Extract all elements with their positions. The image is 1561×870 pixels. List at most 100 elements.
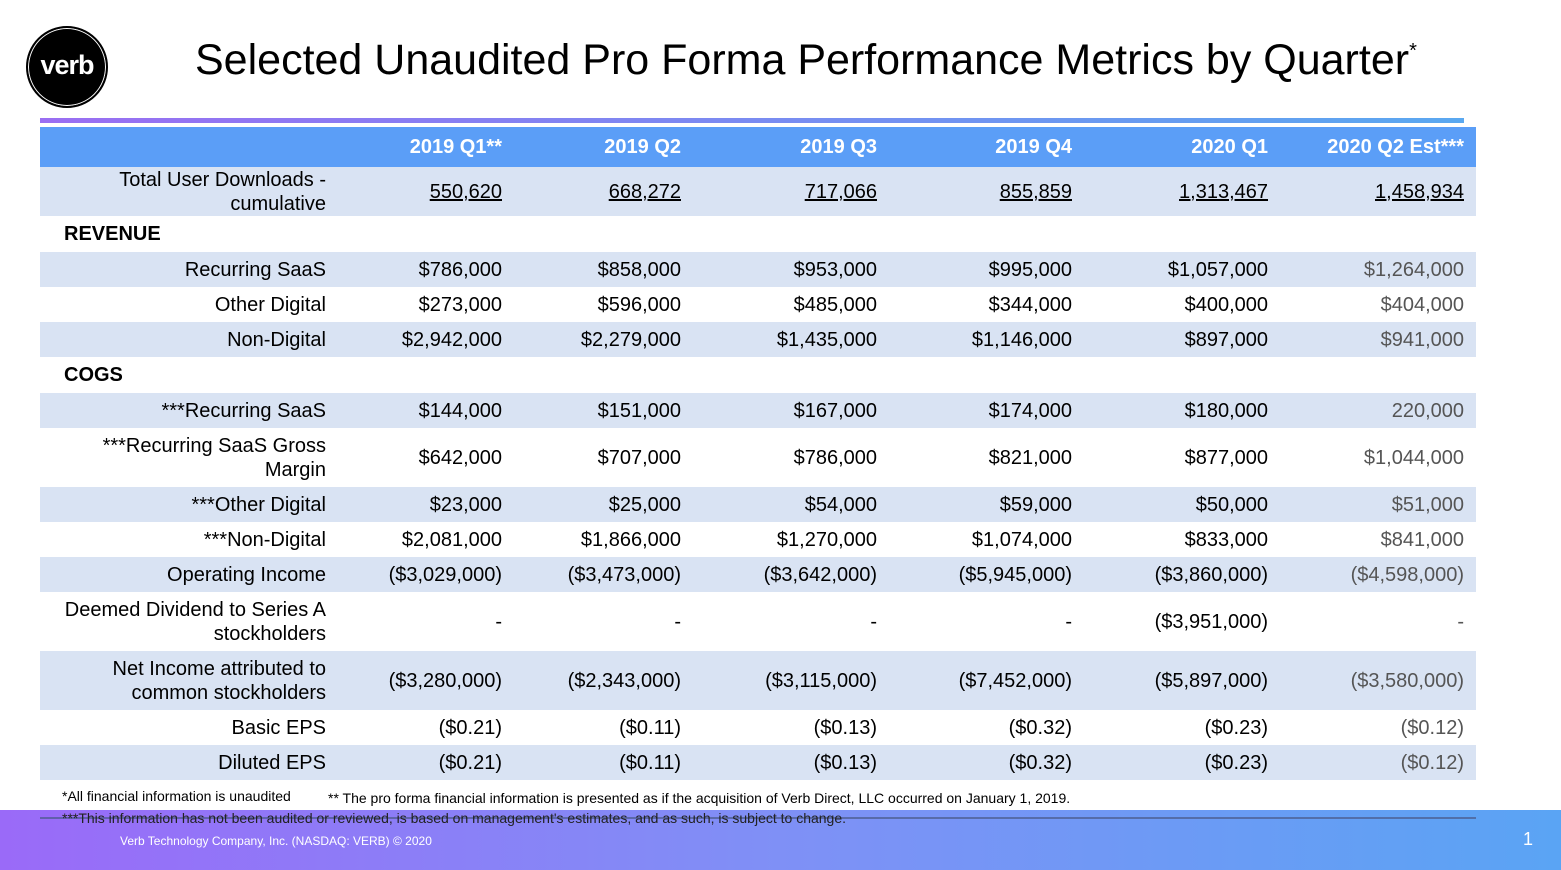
cell-value: $59,000 bbox=[889, 487, 1084, 522]
table-row: Non-Digital $2,942,000 $2,279,000 $1,435,00… bbox=[40, 322, 1476, 357]
cell-value: $786,000 bbox=[793, 446, 877, 469]
table-row: Other Digital $273,000 $596,000 $485,000 $34… bbox=[40, 287, 1476, 322]
cell-value: ($5,897,000) bbox=[1084, 651, 1280, 710]
cell-value: $23,000 bbox=[340, 487, 514, 522]
cell-value: ($2,343,000) bbox=[514, 651, 693, 710]
title-footnote-mark: * bbox=[1409, 40, 1417, 62]
cell-value: $25,000 bbox=[514, 487, 693, 522]
cell-value: $485,000 bbox=[793, 293, 877, 316]
row-label: Net Income attributed to common stockhol… bbox=[40, 651, 340, 710]
cell-value: $1,057,000 bbox=[1084, 252, 1280, 287]
cell-value: ($0.21) bbox=[340, 745, 514, 780]
cell-value: $1,146,000 bbox=[889, 322, 1084, 357]
cell-value: ($0.21) bbox=[438, 716, 502, 739]
cell-value: $953,000 bbox=[693, 252, 889, 287]
row-label: ***Recurring SaaS bbox=[40, 393, 340, 428]
column-header: 2020 Q2 Est*** bbox=[1280, 127, 1476, 167]
table-row: Recurring SaaS $786,000 $858,000 $953,000 $9… bbox=[40, 252, 1476, 287]
cell-value: $1,074,000 bbox=[971, 528, 1072, 551]
row-label: Recurring SaaS bbox=[40, 252, 340, 287]
cell-value: ($7,452,000) bbox=[889, 651, 1084, 710]
cell-value: 1,458,934 bbox=[1280, 167, 1476, 216]
row-label: Non-Digital bbox=[40, 322, 340, 357]
row-label: ***Non-Digital bbox=[203, 528, 326, 551]
cell-value: $2,279,000 bbox=[514, 322, 693, 357]
cell-value: ($3,642,000) bbox=[693, 557, 889, 592]
cell-value: ($0.32) bbox=[889, 745, 1084, 780]
table-row: ***Non-Digital $2,081,000 $1,866,000 $1,270… bbox=[40, 522, 1476, 557]
row-label: Basic EPS bbox=[231, 716, 326, 739]
page-number: 1 bbox=[1523, 829, 1534, 849]
cell-value: $841,000 bbox=[1380, 528, 1464, 551]
cell-value: $167,000 bbox=[693, 393, 889, 428]
table-row: Net Income attributed to common stockhol… bbox=[40, 651, 1476, 710]
cell-value: $151,000 bbox=[514, 393, 693, 428]
table-row: Basic EPS ($0.21) ($0.11) ($0.13) ($0.32) ($0… bbox=[40, 710, 1476, 745]
section-label: REVENUE bbox=[64, 223, 161, 245]
cell-value: - bbox=[1457, 610, 1464, 633]
cell-value: $404,000 bbox=[1380, 293, 1464, 316]
column-header: 2019 Q4 bbox=[889, 127, 1084, 167]
cell-value: $596,000 bbox=[597, 293, 681, 316]
cell-value: $1,435,000 bbox=[693, 322, 889, 357]
cell-value: ($3,473,000) bbox=[514, 557, 693, 592]
table-row: ***Other Digital $23,000 $25,000 $54,000 $59… bbox=[40, 487, 1476, 522]
cell-value: $1,866,000 bbox=[580, 528, 681, 551]
cell-value: ($0.11) bbox=[619, 716, 681, 739]
cell-value: $2,081,000 bbox=[401, 528, 502, 551]
column-header: 2019 Q1** bbox=[340, 127, 514, 167]
footer-bar bbox=[0, 810, 1561, 870]
row-label: Diluted EPS bbox=[40, 745, 340, 780]
table-row: Diluted EPS ($0.21) ($0.11) ($0.13) ($0.32)(… bbox=[40, 745, 1476, 780]
cell-value: $144,000 bbox=[340, 393, 514, 428]
cell-value: 668,272 bbox=[514, 167, 693, 216]
cell-value: $858,000 bbox=[514, 252, 693, 287]
title-divider bbox=[40, 118, 1464, 123]
cell-value: 550,620 bbox=[340, 167, 514, 216]
row-label: Total User Downloads - cumulative bbox=[40, 167, 340, 216]
cell-value: $821,000 bbox=[988, 446, 1072, 469]
cell-value: ($3,951,000) bbox=[1154, 610, 1268, 633]
cell-value: ($0.32) bbox=[1008, 716, 1072, 739]
row-label: Deemed Dividend to Series A stockholders bbox=[64, 598, 326, 645]
cell-value: $2,942,000 bbox=[340, 322, 514, 357]
footer-divider bbox=[40, 817, 1476, 819]
section-header-row: COGS bbox=[40, 357, 1476, 393]
cell-value: $833,000 bbox=[1184, 528, 1268, 551]
cell-value: $877,000 bbox=[1184, 446, 1268, 469]
row-label: ***Other Digital bbox=[40, 487, 340, 522]
cell-value: - bbox=[870, 610, 877, 633]
cell-value: $174,000 bbox=[889, 393, 1084, 428]
cell-value: $941,000 bbox=[1280, 322, 1476, 357]
column-header: 2019 Q3 bbox=[693, 127, 889, 167]
cell-value: $344,000 bbox=[988, 293, 1072, 316]
section-label: COGS bbox=[64, 364, 123, 386]
cell-value: 855,859 bbox=[889, 167, 1084, 216]
cell-value: $1,264,000 bbox=[1280, 252, 1476, 287]
cell-value: $54,000 bbox=[693, 487, 889, 522]
cell-value: ($3,280,000) bbox=[340, 651, 514, 710]
table-row: ***Recurring SaaS $144,000 $151,000 $167,00… bbox=[40, 393, 1476, 428]
table-header-row: 2019 Q1** 2019 Q2 2019 Q3 2019 Q4 2020 Q1 202… bbox=[40, 127, 1476, 167]
cell-value: ($5,945,000) bbox=[889, 557, 1084, 592]
cell-value: - bbox=[1065, 610, 1072, 633]
cell-value: 717,066 bbox=[693, 167, 889, 216]
footnote-estimates: ***This information has not been audited… bbox=[62, 810, 847, 826]
cell-value: $50,000 bbox=[1084, 487, 1280, 522]
cell-value: 1,313,467 bbox=[1084, 167, 1280, 216]
section-header-row: REVENUE bbox=[40, 216, 1476, 252]
cell-value: ($0.13) bbox=[693, 745, 889, 780]
cell-value: $1,270,000 bbox=[776, 528, 877, 551]
footer-copyright: Verb Technology Company, Inc. (NASDAQ: V… bbox=[120, 834, 432, 848]
cell-value: ($0.23) bbox=[1084, 745, 1280, 780]
cell-value: - bbox=[674, 610, 681, 633]
cell-value: $180,000 bbox=[1084, 393, 1280, 428]
cell-value: ($4,598,000) bbox=[1280, 557, 1476, 592]
table-row: Deemed Dividend to Series A stockholders… bbox=[40, 592, 1476, 651]
verb-logo: verb bbox=[26, 26, 108, 108]
metrics-table: 2019 Q1** 2019 Q2 2019 Q3 2019 Q4 2020 Q1 202… bbox=[40, 127, 1476, 780]
column-header: 2019 Q2 bbox=[514, 127, 693, 167]
cell-value: - bbox=[495, 610, 502, 633]
cell-value: ($3,029,000) bbox=[340, 557, 514, 592]
cell-value: ($0.12) bbox=[1400, 716, 1464, 739]
